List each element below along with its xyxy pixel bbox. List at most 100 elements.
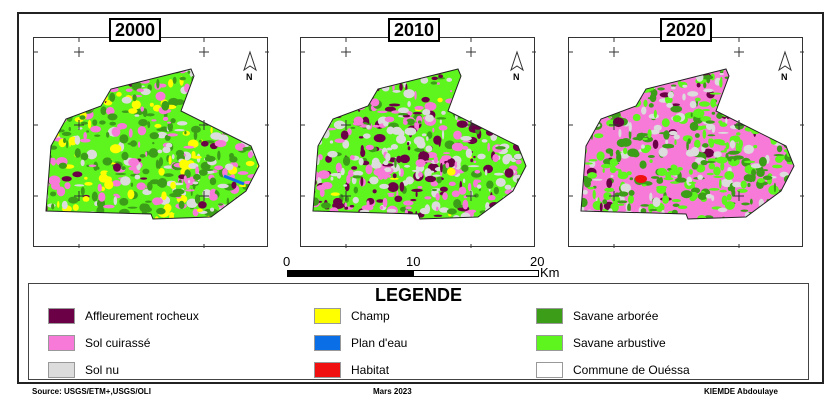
patch — [677, 205, 688, 210]
grid-cross — [199, 47, 209, 57]
patch — [522, 203, 526, 212]
patch — [46, 82, 52, 90]
patch — [462, 140, 471, 143]
patch — [231, 211, 243, 219]
patch — [436, 82, 441, 85]
patch — [740, 209, 749, 212]
patch — [383, 160, 389, 166]
patch — [186, 198, 198, 209]
patch — [323, 84, 334, 93]
patch — [82, 196, 90, 202]
patch — [317, 170, 330, 179]
patch — [416, 139, 426, 149]
patch — [731, 104, 744, 108]
patch — [629, 177, 634, 181]
patch — [359, 86, 370, 94]
patch — [696, 82, 701, 88]
patch — [96, 206, 105, 216]
patch — [128, 166, 139, 171]
patch — [125, 72, 129, 78]
patch — [148, 148, 159, 158]
patch — [659, 92, 671, 98]
patch — [789, 215, 794, 219]
patch — [433, 135, 442, 145]
patch — [783, 148, 794, 153]
patch — [581, 104, 587, 114]
patch — [258, 185, 259, 188]
patch — [523, 215, 526, 219]
patch — [515, 159, 522, 165]
patch — [405, 176, 414, 185]
patch — [411, 169, 422, 172]
patch — [584, 91, 590, 100]
patch — [704, 219, 716, 222]
patch — [360, 144, 364, 154]
patch — [677, 166, 683, 171]
patch — [190, 87, 195, 96]
patch — [671, 209, 678, 216]
patch — [156, 78, 160, 89]
patch — [670, 105, 683, 113]
patch — [251, 199, 256, 203]
legend-swatch — [314, 335, 341, 351]
patch — [254, 136, 258, 143]
patch — [797, 104, 800, 107]
legend-swatch — [314, 362, 341, 378]
patch — [406, 219, 410, 222]
patch — [86, 149, 98, 160]
patch — [219, 90, 224, 97]
patch — [363, 213, 373, 217]
patch — [360, 93, 367, 99]
patch — [322, 128, 330, 139]
patch — [149, 132, 159, 140]
grid-cross — [734, 191, 744, 201]
map-2020-canvas: N — [569, 38, 804, 248]
patch — [142, 168, 150, 175]
patch — [598, 96, 604, 102]
patch — [441, 110, 446, 115]
patch — [214, 165, 224, 170]
patch — [713, 175, 724, 179]
patch — [584, 111, 595, 119]
patch — [84, 176, 88, 180]
grid-cross — [466, 47, 476, 57]
patch — [439, 119, 442, 124]
patch — [702, 143, 709, 148]
patch — [652, 139, 659, 150]
patch — [693, 139, 701, 149]
patch — [239, 70, 244, 74]
patch — [335, 97, 346, 102]
patch — [627, 215, 639, 219]
patch — [430, 81, 438, 85]
patch — [758, 198, 765, 208]
patch — [408, 67, 417, 69]
patch — [407, 100, 411, 108]
patch — [210, 207, 215, 212]
legend-item: Sol nu — [48, 362, 119, 378]
patch — [695, 164, 706, 173]
patch — [665, 139, 669, 145]
patch — [229, 152, 235, 160]
patch — [671, 84, 677, 87]
patch — [451, 190, 460, 198]
patch — [435, 193, 440, 201]
patch — [612, 117, 625, 128]
patch — [394, 195, 403, 203]
patch — [641, 106, 647, 115]
north-label: N — [246, 72, 253, 82]
patch — [470, 91, 480, 101]
patch — [352, 121, 364, 126]
patch — [251, 69, 259, 73]
figure-frame — [17, 12, 824, 384]
patch — [524, 155, 526, 159]
patch — [628, 190, 635, 196]
patch — [155, 91, 166, 101]
patch — [622, 92, 634, 103]
patch — [755, 96, 767, 105]
patch — [406, 141, 410, 146]
patch — [325, 155, 332, 163]
patch — [461, 164, 469, 172]
patch — [762, 91, 773, 97]
patch — [162, 116, 169, 122]
patch — [595, 73, 608, 83]
